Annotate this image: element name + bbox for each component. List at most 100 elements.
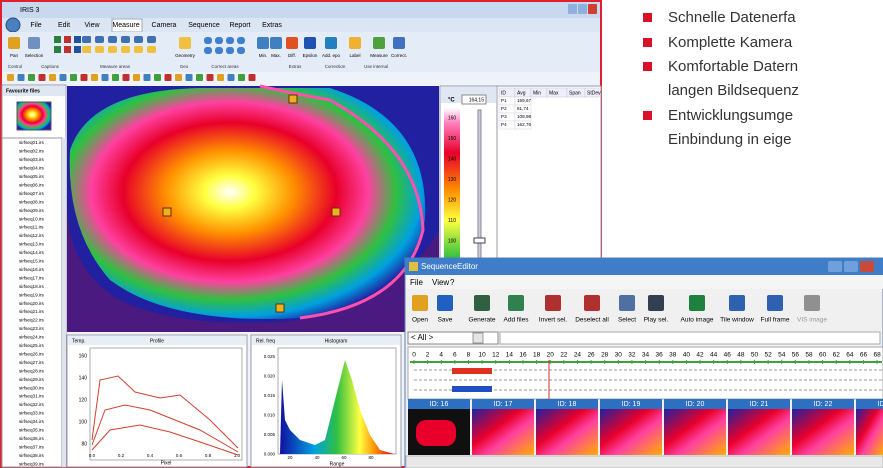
file-item: sirfseq26.irs bbox=[19, 351, 44, 356]
profile-y-tick: 160 bbox=[79, 353, 88, 359]
timeline-label: 48 bbox=[737, 352, 745, 359]
measure-marker bbox=[162, 207, 172, 217]
toolbar-icon[interactable] bbox=[729, 295, 745, 311]
ribbon-icon bbox=[121, 36, 130, 43]
toolbar-icon[interactable] bbox=[584, 295, 600, 311]
seq-menu-item: View bbox=[432, 278, 449, 287]
filter-value[interactable]: < All > bbox=[411, 333, 434, 342]
menu-item: Extras bbox=[262, 22, 282, 29]
bullet bbox=[643, 38, 652, 47]
frame-thumb[interactable] bbox=[536, 409, 598, 455]
timeline-label: 38 bbox=[669, 352, 677, 359]
toolbar-icon bbox=[38, 74, 46, 81]
ribbon-group: Use internal bbox=[364, 64, 388, 69]
frame-label: ID: 22 bbox=[814, 401, 833, 408]
frame-label: ID: 17 bbox=[494, 401, 513, 408]
table-header: StDev bbox=[587, 90, 601, 96]
frame-thumb[interactable] bbox=[792, 409, 854, 455]
ribbon-icon bbox=[82, 46, 91, 53]
ribbon-icon bbox=[179, 37, 191, 49]
toolbar-button[interactable]: Open bbox=[412, 317, 428, 324]
histogram-y-tick: 0.015 bbox=[264, 393, 276, 398]
selection-blue bbox=[452, 386, 492, 392]
toolbar-icon bbox=[154, 74, 161, 81]
file-item: sirfseq32.irs bbox=[19, 402, 44, 407]
toolbar-icon bbox=[80, 74, 88, 81]
toolbar-button[interactable]: Select bbox=[618, 317, 636, 324]
frame-label: ID: 18 bbox=[558, 401, 577, 408]
ribbon-icon bbox=[134, 36, 143, 43]
profile-x-label: Pixel bbox=[161, 460, 172, 466]
ribbon-icon bbox=[349, 37, 361, 49]
toolbar-icon bbox=[133, 74, 140, 81]
frame-thumb[interactable] bbox=[664, 409, 726, 455]
file-list bbox=[1, 137, 63, 468]
toolbar-icon[interactable] bbox=[648, 295, 664, 311]
window-button bbox=[588, 4, 597, 14]
scale-current: 164,15 bbox=[469, 97, 485, 103]
file-item: sirfseq38.irs bbox=[19, 453, 44, 458]
table-cell-text: P4 bbox=[501, 122, 507, 127]
filter-field bbox=[499, 331, 881, 345]
frame-label: ID: 23 bbox=[878, 401, 883, 408]
profile-x-tick: 0.4 bbox=[147, 453, 154, 458]
toolbar-button[interactable]: Invert sel. bbox=[539, 317, 567, 324]
menu-item: File bbox=[30, 22, 41, 29]
frame-header bbox=[536, 399, 598, 409]
toolbar-button[interactable]: Play sel. bbox=[644, 317, 669, 324]
toolbar-icon bbox=[59, 74, 67, 81]
ribbon-button: Min. bbox=[259, 53, 268, 58]
file-item: sirfseq04.irs bbox=[19, 166, 44, 171]
ribbon-button: Geometry bbox=[175, 53, 196, 58]
toolbar-button[interactable]: Add files bbox=[504, 317, 530, 324]
toolbar-icon[interactable] bbox=[437, 295, 453, 311]
frame-thumb[interactable] bbox=[728, 409, 790, 455]
toolbar-button[interactable]: Save bbox=[438, 317, 453, 324]
file-item: sirfseq12.irs bbox=[19, 233, 44, 238]
ribbon-icon bbox=[74, 36, 81, 43]
toolbar-icon[interactable] bbox=[619, 295, 635, 311]
file-item: sirfseq07.irs bbox=[19, 191, 44, 196]
frame-thumb[interactable] bbox=[600, 409, 662, 455]
timeline-label: 52 bbox=[765, 352, 773, 359]
histogram-x-tick: 20 bbox=[287, 455, 293, 460]
histogram-y-tick: 0.000 bbox=[264, 452, 276, 457]
toolbar-button[interactable]: Deselect all bbox=[575, 317, 609, 324]
toolbar-icon[interactable] bbox=[689, 295, 705, 311]
ribbon-button: Max. bbox=[271, 53, 281, 58]
toolbar-icon[interactable] bbox=[412, 295, 428, 311]
file-item: sirfseq15.irs bbox=[19, 259, 44, 264]
toolbar-button[interactable]: Auto image bbox=[681, 317, 714, 324]
ribbon-icon bbox=[286, 37, 298, 49]
toolbar-icon[interactable] bbox=[804, 295, 820, 311]
menu-item: Edit bbox=[58, 22, 70, 29]
ribbon-icon bbox=[28, 37, 40, 49]
toolbar-button[interactable]: Generate bbox=[468, 317, 495, 324]
timeline-label: 62 bbox=[833, 352, 841, 359]
table-header: Avg bbox=[517, 90, 526, 96]
feature-text: Komplette Kamera bbox=[668, 34, 793, 51]
profile-curve bbox=[91, 424, 239, 456]
toolbar-icon[interactable] bbox=[545, 295, 561, 311]
toolbar-button[interactable]: VIS image bbox=[797, 317, 827, 324]
ribbon-icon bbox=[8, 37, 20, 49]
ribbon-button: Epsilon bbox=[303, 53, 318, 58]
frame-thumb[interactable] bbox=[856, 409, 883, 455]
scrollbar bbox=[62, 138, 66, 467]
timeline-label: 16 bbox=[519, 352, 527, 359]
toolbar-button[interactable]: Full frame bbox=[761, 317, 790, 324]
toolbar-icon[interactable] bbox=[767, 295, 783, 311]
toolbar-icon bbox=[17, 74, 25, 81]
ribbon-button: Selection bbox=[25, 53, 44, 58]
profile-x-tick: 0.2 bbox=[118, 453, 125, 458]
selection-red bbox=[452, 368, 492, 374]
toolbar-icon[interactable] bbox=[508, 295, 524, 311]
histogram-y-tick: 0.010 bbox=[264, 413, 276, 418]
table-cell-text: 159,67 bbox=[517, 98, 531, 103]
histogram-y-label: Rel. freq bbox=[256, 338, 275, 344]
ribbon-group: Correction bbox=[325, 64, 346, 69]
frame-header bbox=[856, 399, 883, 409]
toolbar-icon[interactable] bbox=[474, 295, 490, 311]
toolbar-button[interactable]: Tile window bbox=[720, 317, 754, 324]
frame-thumb[interactable] bbox=[472, 409, 534, 455]
